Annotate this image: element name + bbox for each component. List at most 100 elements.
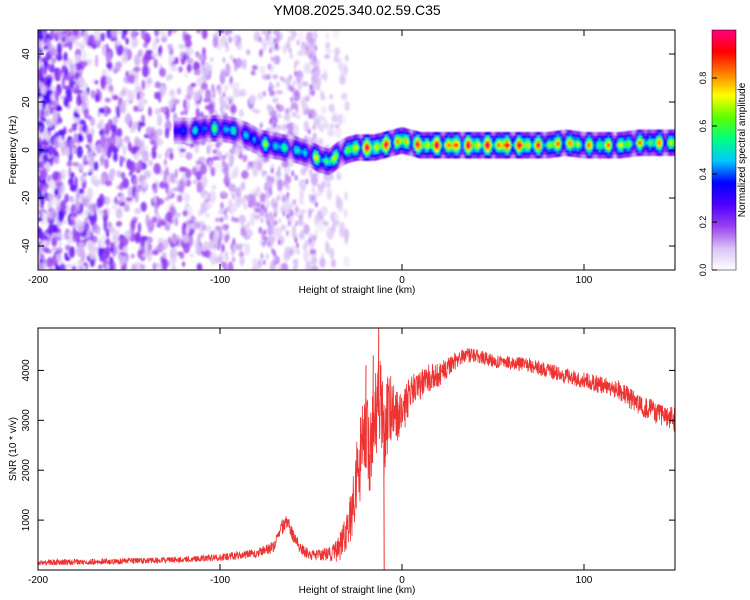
noise-blob [157, 242, 164, 253]
ridge-segment [242, 132, 245, 136]
noise-blob [73, 132, 78, 143]
ridge-segment [604, 143, 606, 147]
ridge-segment [610, 143, 612, 147]
noise-blob [74, 61, 83, 71]
spectrogram-x-ticks: -200 -100 0 100 [28, 30, 593, 286]
noise-blob [100, 77, 106, 90]
noise-blob [40, 82, 45, 94]
ridge-segment [518, 143, 520, 147]
noise-blob [77, 264, 84, 270]
ridge-segment [618, 143, 620, 147]
ridge-segment [536, 143, 538, 147]
noise-blob [277, 124, 282, 131]
noise-blob [39, 254, 45, 260]
ridge-segment [602, 143, 604, 147]
ridge-segment [371, 145, 374, 150]
noise-blob [333, 54, 339, 63]
noise-blob [303, 62, 312, 74]
noise-streak [269, 211, 273, 218]
noise-blob [334, 47, 341, 56]
noise-blob [172, 187, 178, 192]
ridge-segment [594, 143, 596, 147]
noise-blob [186, 100, 190, 112]
noise-blob [241, 154, 248, 163]
ridge-segment [588, 143, 590, 147]
noise-blob [272, 30, 280, 36]
noise-blob [122, 46, 129, 54]
noise-blob [178, 43, 185, 50]
noise-blob [343, 255, 350, 268]
ridge-segment [209, 126, 212, 131]
ridge-segment [316, 156, 319, 160]
noise-streak [308, 193, 312, 200]
noise-blob [219, 98, 227, 109]
ridge-segment [319, 158, 322, 162]
noise-blob [222, 36, 227, 47]
noise-streak [262, 259, 266, 266]
ridge-segment [644, 141, 646, 145]
noise-streak [231, 215, 235, 222]
ridge-segment [352, 146, 355, 151]
noise-blob [279, 189, 284, 199]
ridge-segment [426, 143, 428, 147]
ridge-segment [194, 128, 197, 132]
noise-blob [42, 154, 49, 163]
ridge-segment [485, 143, 487, 147]
noise-blob [170, 30, 178, 34]
noise-blob [64, 30, 70, 36]
ridge-segment [264, 142, 267, 146]
noise-blob [65, 256, 71, 262]
ridge-segment [380, 144, 382, 148]
ridge-segment [593, 143, 595, 147]
ridge-segment [397, 139, 399, 144]
ridge-segment [475, 143, 477, 147]
ridge-segment [454, 143, 456, 147]
noise-blob [176, 194, 183, 203]
noise-blob [192, 179, 198, 185]
ridge-segment [550, 143, 552, 147]
ridge-segment [481, 143, 483, 147]
ridge-segment [556, 142, 558, 146]
ridge-segment [248, 135, 251, 139]
ridge-segment [558, 142, 560, 146]
noise-blob [144, 145, 150, 151]
noise-blob [283, 112, 291, 122]
ridge-segment [598, 143, 600, 147]
noise-blob [91, 235, 98, 244]
ridge-segment [532, 143, 534, 147]
noise-blob [300, 167, 307, 176]
noise-blob [139, 49, 144, 57]
noise-streak [223, 209, 227, 216]
noise-blob [328, 103, 335, 113]
ridge-segment [530, 143, 532, 147]
ridge-segment [507, 143, 509, 147]
ridge-segment [184, 129, 187, 133]
noise-blob [124, 204, 130, 212]
noise-blob [330, 172, 334, 181]
noise-blob [137, 98, 145, 110]
ridge-segment [195, 128, 198, 132]
noise-blob [151, 146, 156, 160]
noise-blob [72, 30, 80, 37]
ridge-segment [254, 138, 257, 142]
noise-blob [39, 181, 44, 192]
ridge-segment [459, 143, 461, 147]
noise-blob [58, 240, 62, 249]
noise-blob [58, 143, 67, 148]
noise-blob [174, 168, 178, 179]
ridge-segment [419, 143, 421, 147]
ridge-segment [255, 139, 258, 143]
ridge-segment [662, 141, 664, 145]
noise-blob [241, 196, 247, 206]
noise-blob [89, 215, 95, 226]
noise-streak [276, 194, 280, 201]
noise-blob [182, 99, 187, 109]
ridge-segment [327, 160, 330, 164]
noise-streak [270, 117, 274, 124]
ridge-segment [545, 143, 547, 147]
noise-blob [239, 255, 245, 267]
ridge-segment [563, 141, 565, 145]
ridge-segment [649, 141, 651, 145]
noise-blob [121, 30, 128, 36]
